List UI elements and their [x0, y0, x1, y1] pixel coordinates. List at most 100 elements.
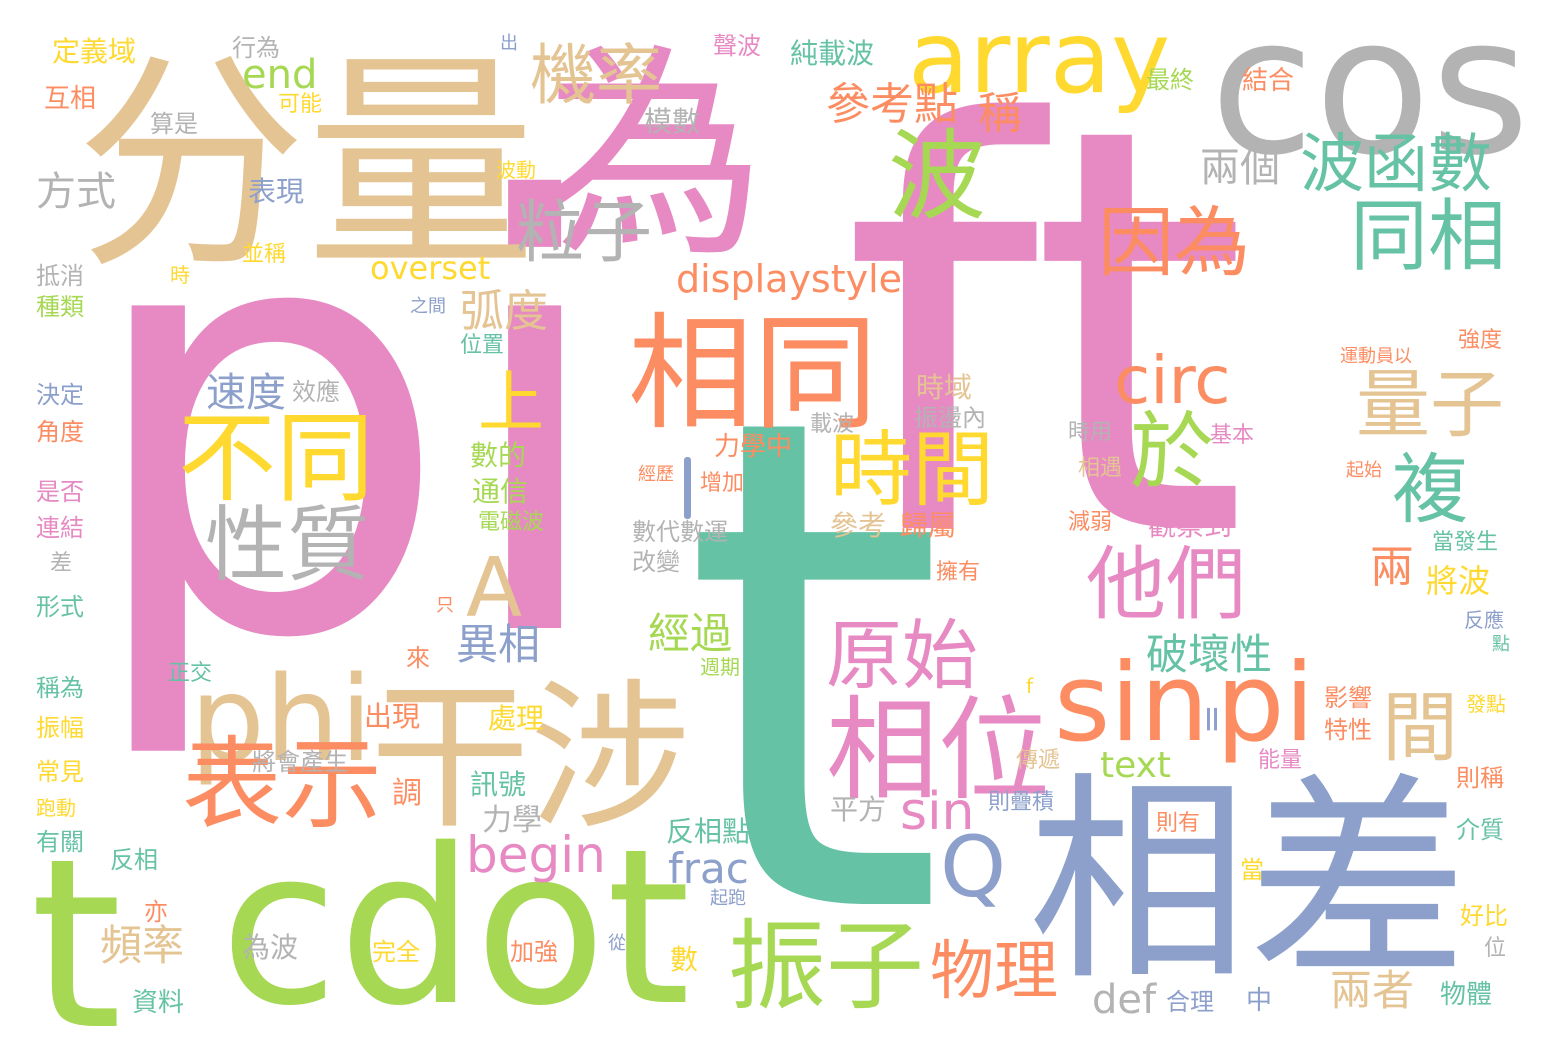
- word-liangzhe: 兩者: [1330, 966, 1415, 1015]
- word-jianruo: 減弱: [1068, 510, 1113, 535]
- word-shifou: 是否: [36, 478, 84, 506]
- word-xingwei: 行為: [232, 34, 280, 62]
- word-yi: 亦: [144, 898, 168, 926]
- word-begin: begin: [466, 826, 606, 884]
- word-zhijian: 之間: [410, 296, 446, 317]
- word-t-large: t: [680, 274, 947, 1052]
- word-fenliang: 分量: [76, 33, 537, 300]
- word-fu: 複: [1392, 445, 1468, 534]
- word-wuti: 物體: [1440, 980, 1493, 1010]
- word-diao: 調: [392, 776, 422, 811]
- word-jiangbo: 將波: [1426, 562, 1491, 600]
- word-weibo: 為波: [242, 931, 299, 964]
- word-chuxian: 出現: [364, 700, 421, 733]
- word-fanxiang: 反相: [110, 846, 158, 874]
- word-chuandi: 傳遞: [1016, 748, 1061, 773]
- word-jiehe: 結合: [1242, 66, 1295, 96]
- word-yingxiang: 影響: [1324, 684, 1372, 712]
- word-zhi: 只: [436, 595, 454, 616]
- word-chuli: 處理: [488, 702, 545, 735]
- word-fanxiangdian: 反相點: [666, 815, 751, 848]
- word-zuizhong: 最終: [1146, 66, 1194, 94]
- word-jian: 間: [1382, 683, 1458, 772]
- word-bar-mark: [684, 457, 691, 519]
- word-zecheng: 則稱: [1456, 764, 1504, 792]
- word-pohuaixing: 破壞性: [1146, 630, 1273, 679]
- word-cheng: 稱: [978, 88, 1022, 139]
- word-haobi: 好比: [1460, 902, 1508, 930]
- word-array: array: [908, 0, 1171, 116]
- word-yu: 於: [1130, 403, 1215, 501]
- word-biaoxian: 表現: [248, 175, 305, 208]
- word-jilv: 機率: [530, 37, 662, 114]
- word-Q: Q: [940, 818, 1007, 916]
- word-xiangcha: 相差: [1028, 754, 1469, 1010]
- word-jiezhi: 介質: [1456, 816, 1504, 844]
- word-yixiang: 異相: [456, 620, 541, 669]
- word-dianciBo: 電磁波: [478, 510, 545, 535]
- word-paodong: 跑動: [36, 796, 76, 820]
- word-liangge: 兩個: [1200, 145, 1280, 191]
- word-chunzaibo: 純載波: [790, 37, 875, 70]
- word-lixuezhong: 力學中: [714, 432, 793, 462]
- word-t-green: t: [30, 809, 123, 1052]
- word-butong: 不同: [178, 402, 375, 516]
- word-zhonglei: 種類: [36, 293, 84, 321]
- word-zengjia: 增加: [700, 471, 745, 496]
- word-def: def: [1092, 977, 1157, 1023]
- word-yuanshi: 原始: [826, 611, 978, 700]
- word-phi: phi: [190, 650, 373, 788]
- word-shudaishuyun: 數代數運: [632, 518, 728, 546]
- word-A: A: [466, 541, 523, 636]
- word-gaibian: 改變: [632, 548, 680, 576]
- word-xunhao: 訊號: [470, 768, 527, 801]
- word-overset: overset: [370, 249, 491, 287]
- word-jiaodu: 角度: [36, 418, 84, 446]
- word-lianjie: 連結: [36, 514, 84, 542]
- word-biaoshi: 表示: [182, 726, 382, 843]
- word-xiangyu: 相遇: [1078, 456, 1123, 481]
- word-bingcheng: 並稱: [242, 242, 287, 267]
- word-bohanshu: 波函數: [1300, 128, 1492, 202]
- word-youguan: 有關: [36, 828, 84, 856]
- word-huxiang: 互相: [44, 84, 97, 114]
- word-cha: 差: [50, 551, 73, 576]
- word-chu: 出: [500, 33, 518, 54]
- word-qipao: 起跑: [710, 888, 746, 909]
- word-xingshi: 形式: [36, 593, 84, 621]
- word-zhendangnei: 振盪內: [914, 404, 986, 432]
- word-xiangwei: 相位: [826, 686, 1050, 816]
- word-cankaodian: 參考點: [826, 79, 958, 130]
- word-cos: cos: [1210, 0, 1530, 197]
- word-qiangdu: 強度: [1458, 328, 1503, 353]
- word-zeyou: 則有: [1156, 811, 1201, 836]
- word-fadian: 發點: [1466, 692, 1506, 716]
- word-xiangtong: 相同: [628, 302, 878, 447]
- word-wuli: 物理: [930, 935, 1058, 1009]
- word-tongxin: 通信: [472, 475, 529, 508]
- word-jingli: 經歷: [638, 464, 674, 485]
- word-weizhi: 位置: [460, 333, 505, 358]
- word-jianghuichansheng: 將會產生: [252, 748, 348, 776]
- word-liangzi: 量子: [1356, 362, 1504, 448]
- word-shiyu: 時域: [916, 371, 973, 404]
- word-heli: 合理: [1166, 988, 1214, 1016]
- word-dingyiyu: 定義域: [52, 35, 137, 68]
- word-sudu: 速度: [206, 370, 286, 416]
- word-pingfang: 平方: [830, 793, 887, 826]
- word-fanying: 反應: [1464, 608, 1504, 632]
- word-ganshe: 干涉: [370, 664, 691, 851]
- word-liang: 兩: [1370, 542, 1414, 593]
- word-suanshi: 算是: [150, 110, 198, 138]
- word-f-small: f: [1026, 674, 1034, 698]
- word-guishu: 歸屬: [900, 509, 957, 542]
- word-sin-orange: sin: [1054, 641, 1209, 766]
- word-shi-small: 時: [170, 263, 190, 287]
- word-tamen: 他們: [1086, 538, 1246, 631]
- word-sin-pink: sin: [900, 782, 975, 842]
- word-bo: 波: [888, 120, 987, 234]
- word-yinwei: 因為: [1098, 198, 1250, 287]
- word-shiyong: 時用: [1068, 420, 1113, 445]
- word-text: text: [1100, 745, 1172, 786]
- word-zaibo: 載波: [810, 412, 855, 437]
